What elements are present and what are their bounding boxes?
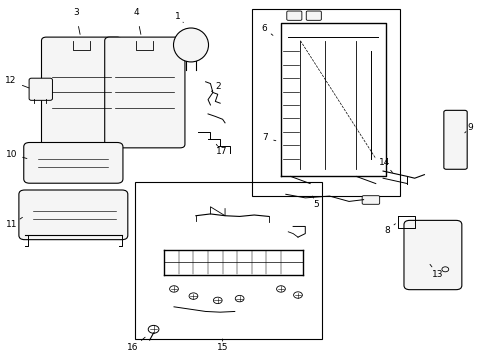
Text: 12: 12: [4, 76, 16, 85]
Bar: [135, 182, 322, 339]
FancyBboxPatch shape: [41, 37, 122, 148]
FancyBboxPatch shape: [305, 11, 321, 20]
Text: 5: 5: [313, 200, 319, 209]
Text: 1: 1: [175, 12, 181, 21]
Ellipse shape: [173, 28, 208, 62]
Text: 8: 8: [383, 225, 389, 234]
FancyBboxPatch shape: [104, 37, 184, 148]
Text: 15: 15: [216, 343, 228, 352]
Text: 9: 9: [467, 123, 472, 132]
Text: 2: 2: [215, 82, 220, 91]
Text: 4: 4: [134, 8, 139, 17]
Text: 13: 13: [431, 270, 443, 279]
FancyBboxPatch shape: [19, 190, 127, 240]
FancyBboxPatch shape: [403, 220, 461, 290]
Bar: [251, 9, 399, 196]
FancyBboxPatch shape: [29, 78, 52, 100]
Text: 10: 10: [6, 150, 18, 159]
Text: 17: 17: [216, 147, 227, 156]
FancyBboxPatch shape: [24, 143, 122, 183]
FancyBboxPatch shape: [286, 11, 301, 20]
Text: 3: 3: [73, 8, 79, 17]
Text: 6: 6: [261, 24, 266, 33]
Text: 11: 11: [6, 220, 18, 229]
FancyBboxPatch shape: [362, 196, 379, 204]
Text: 7: 7: [262, 133, 267, 142]
Text: 14: 14: [378, 158, 389, 167]
Text: 16: 16: [127, 343, 138, 352]
FancyBboxPatch shape: [443, 111, 466, 169]
